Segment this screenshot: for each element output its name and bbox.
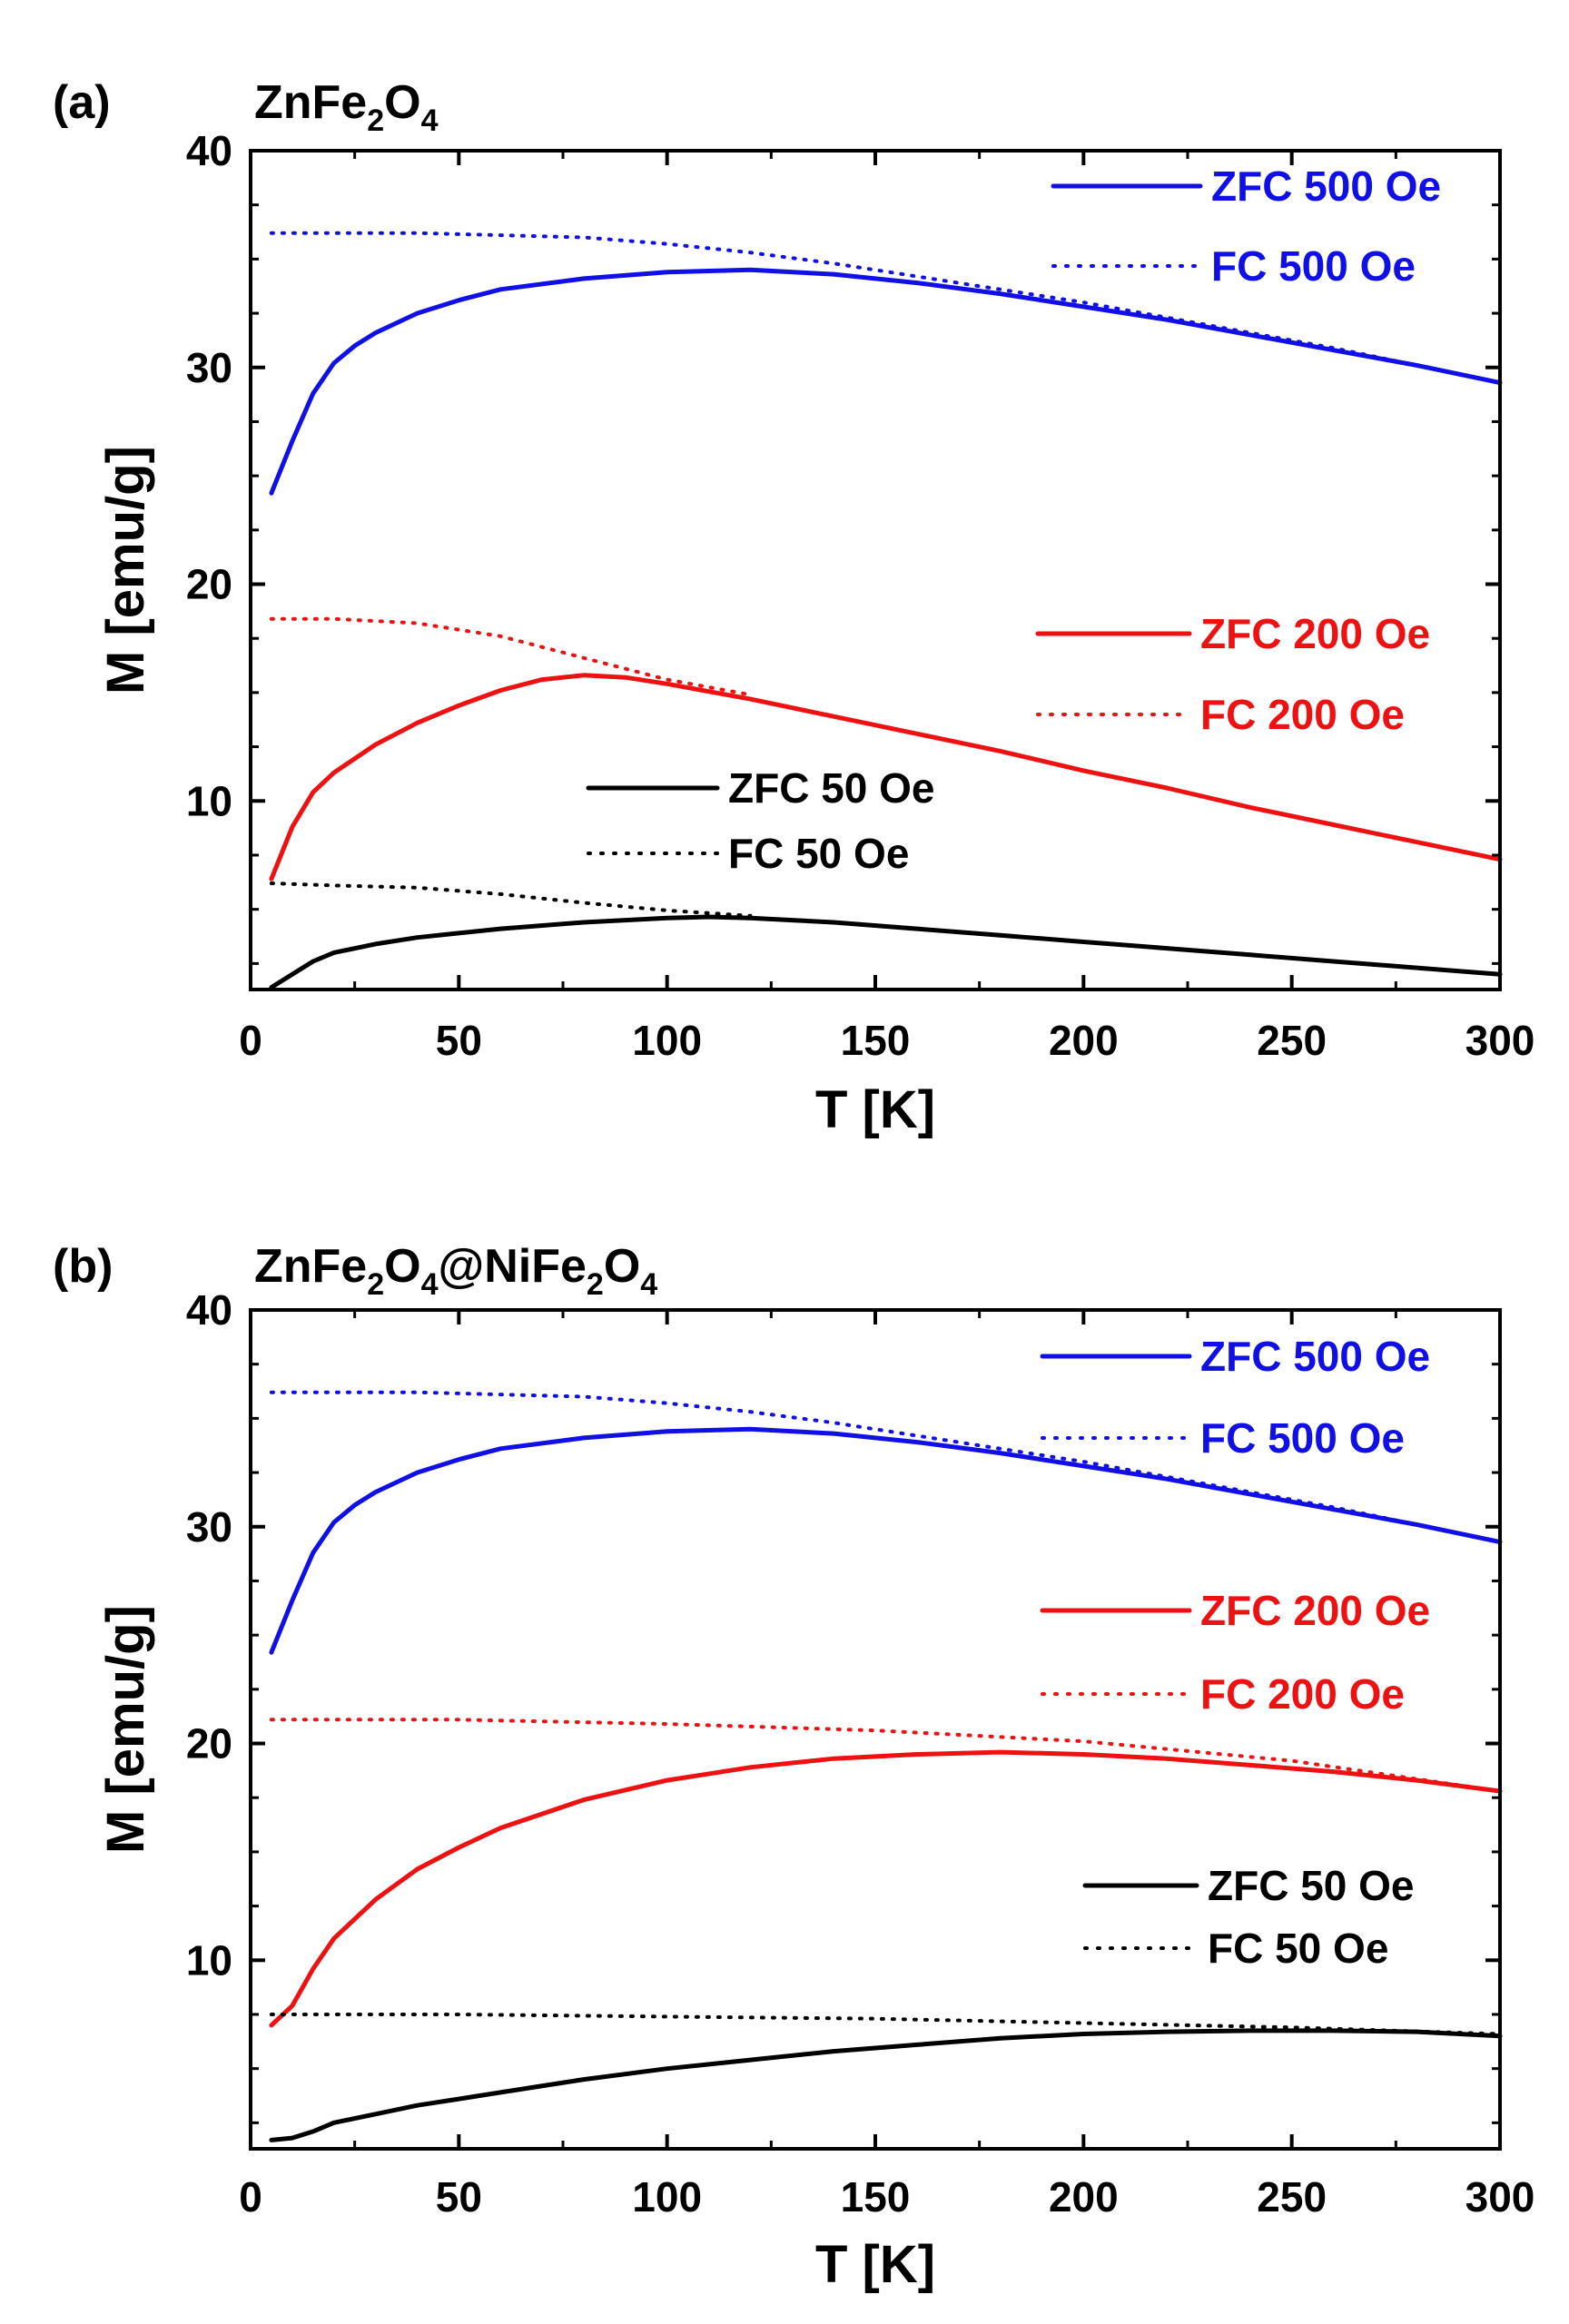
y-axis-label: M [emu/g]	[96, 446, 155, 694]
x-tick-label: 250	[1257, 2173, 1327, 2221]
chart-panel-a: (a) ZnFe2​O4​ 0 50 100 150 200 250 300 10 20 30 40 T …	[53, 76, 1534, 1139]
y-tick-label: 10	[186, 1936, 232, 1984]
legend-label: ZFC 50 Oe	[728, 764, 935, 812]
y-tick-label: 30	[186, 344, 232, 391]
legend-label: ZFC 200 Oe	[1200, 610, 1430, 657]
series-zfc-200-oe	[269, 673, 1503, 881]
series-zfc-500-oe	[269, 267, 1503, 496]
y-tick-label: 30	[186, 1503, 232, 1551]
y-axis-label: M [emu/g]	[96, 1605, 155, 1854]
legend-label: ZFC 50 Oe	[1208, 1862, 1415, 1909]
series-fc-500-oe	[269, 1390, 1502, 1544]
x-tick-label: 100	[632, 1017, 702, 1064]
x-tick-label: 100	[632, 2173, 702, 2221]
x-tick-label: 150	[841, 1017, 911, 1064]
legend-label: ZFC 500 Oe	[1211, 162, 1441, 210]
chart-panel-b: (b) ZnFe2​O4​@NiFe2​O4​ 0 50 100 150 200 250 300…	[53, 1240, 1534, 2294]
legend-label: FC 50 Oe	[1208, 1925, 1388, 1972]
series-zfc-50-oe	[269, 2028, 1503, 2142]
x-tick-label: 50	[436, 2173, 482, 2221]
legend-label: FC 50 Oe	[728, 830, 909, 877]
legend-label: FC 200 Oe	[1200, 1670, 1405, 1718]
legend-label: FC 500 Oe	[1200, 1414, 1405, 1462]
legend-label: FC 200 Oe	[1200, 691, 1405, 738]
series-fc-500-oe	[269, 231, 1502, 385]
panel-label: (b)	[53, 1240, 113, 1293]
x-tick-label: 50	[436, 1017, 482, 1064]
series-fc-200-oe	[269, 1718, 1502, 1793]
y-tick-label: 20	[186, 561, 232, 608]
series-fc-50-oe	[269, 2013, 1502, 2036]
series-fc-50-oe	[269, 881, 753, 918]
series-fc-200-oe	[269, 616, 753, 697]
series-zfc-500-oe	[269, 1426, 1503, 1655]
series-zfc-200-oe	[269, 1749, 1503, 2028]
y-tick-label: 20	[186, 1720, 232, 1768]
y-tick-label: 10	[186, 777, 232, 824]
x-tick-label: 0	[239, 2173, 262, 2221]
chart-title: ZnFe2​O4​	[254, 76, 439, 138]
y-tick-label: 40	[186, 127, 232, 174]
legend-label: ZFC 500 Oe	[1200, 1333, 1430, 1380]
x-tick-label: 0	[239, 1017, 262, 1064]
x-axis-label: T [K]	[815, 1080, 935, 1139]
series-zfc-50-oe	[269, 914, 1503, 990]
panel-label: (a)	[53, 76, 111, 129]
x-tick-label: 200	[1049, 1017, 1119, 1064]
x-tick-label: 300	[1465, 2173, 1535, 2221]
x-tick-label: 300	[1465, 1017, 1535, 1064]
chart-title: ZnFe2​O4​@NiFe2​O4​	[254, 1240, 657, 1302]
y-tick-label: 40	[186, 1286, 232, 1334]
legend-label: ZFC 200 Oe	[1200, 1587, 1430, 1634]
legend-label: FC 500 Oe	[1211, 242, 1416, 290]
x-axis-label: T [K]	[815, 2235, 935, 2294]
x-tick-label: 150	[841, 2173, 911, 2221]
x-tick-label: 200	[1049, 2173, 1119, 2221]
x-tick-label: 250	[1257, 1017, 1327, 1064]
